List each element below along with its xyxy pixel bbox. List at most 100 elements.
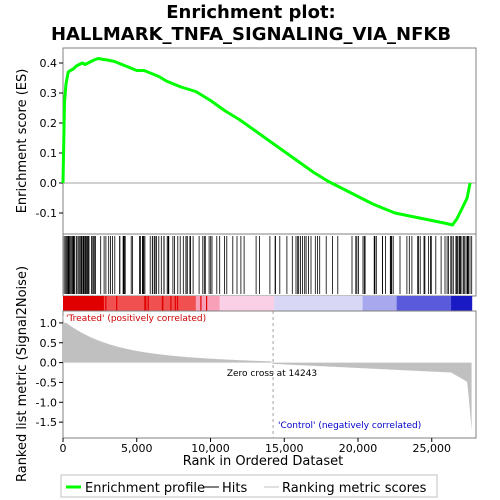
color-bar-segment bbox=[345, 296, 350, 311]
color-bar-segment bbox=[318, 296, 323, 311]
color-bar-segment bbox=[178, 296, 183, 311]
color-bar-segment bbox=[267, 296, 272, 311]
color-bar-segment bbox=[257, 296, 262, 311]
color-bar-segment bbox=[263, 296, 268, 311]
color-bar-segment bbox=[260, 296, 265, 311]
color-bar-segment bbox=[315, 296, 319, 311]
color-bar-segment bbox=[69, 296, 74, 311]
metric-y-tick-label: -1.5 bbox=[36, 416, 57, 429]
color-bar-segment bbox=[294, 296, 299, 311]
metric-y-axis-label: Ranked list metric (Signal2Noise) bbox=[15, 266, 30, 482]
color-bar-segment bbox=[403, 296, 408, 311]
color-bar-segment bbox=[90, 296, 95, 311]
color-bar-segment bbox=[93, 296, 98, 311]
legend-profile-label: Enrichment profile bbox=[85, 481, 205, 496]
color-bar-segment bbox=[362, 296, 367, 311]
color-bar-segment bbox=[253, 296, 258, 311]
color-bar-segment bbox=[154, 296, 159, 311]
color-bar-segment bbox=[131, 296, 136, 311]
color-bar-segment bbox=[355, 296, 360, 311]
color-bar-segment bbox=[406, 296, 411, 311]
color-bar-segment bbox=[417, 296, 422, 311]
color-bar-segment bbox=[206, 296, 210, 311]
color-bar-segment bbox=[423, 296, 428, 311]
color-bar-segment bbox=[304, 296, 309, 311]
es-y-tick-label: 0.4 bbox=[40, 57, 58, 70]
es-y-ticks: -0.1 0.0 0.1 0.2 0.3 0.4 bbox=[36, 57, 63, 220]
color-bar-segment bbox=[311, 296, 316, 311]
color-bar-segment bbox=[359, 296, 364, 311]
control-label: 'Control' (negatively correlated) bbox=[278, 421, 421, 431]
color-bar-segment bbox=[110, 296, 115, 311]
x-tick-label: 15,000 bbox=[265, 442, 304, 455]
color-bar-segment bbox=[297, 296, 302, 311]
color-bar-stripe bbox=[80, 296, 82, 311]
color-bar-segment bbox=[117, 296, 122, 311]
x-tick-label: 20,000 bbox=[339, 442, 378, 455]
color-bar-segment bbox=[161, 296, 166, 311]
color-bar-segment bbox=[451, 296, 456, 311]
color-bar-segment bbox=[454, 296, 459, 311]
color-bar-segment bbox=[379, 296, 384, 311]
x-tick-label: 0 bbox=[60, 442, 67, 455]
color-bar-stripe bbox=[170, 296, 172, 311]
color-bar-segment bbox=[236, 296, 241, 311]
color-bar-segment bbox=[66, 296, 71, 311]
es-y-tick-label: 0.2 bbox=[40, 117, 58, 130]
color-bar-segment bbox=[246, 296, 251, 311]
color-bar-segment bbox=[393, 296, 398, 311]
color-bar-stripe bbox=[147, 296, 149, 311]
rank-color-bar bbox=[63, 296, 473, 311]
color-bar-stripe bbox=[63, 296, 65, 311]
color-bar-segment bbox=[212, 296, 217, 311]
color-bar-segment bbox=[144, 296, 149, 311]
color-bar-segment bbox=[165, 296, 170, 311]
metric-y-tick-label: 0.0 bbox=[40, 357, 58, 370]
color-bar-segment bbox=[284, 296, 289, 311]
color-bar-segment bbox=[182, 296, 187, 311]
color-bar-segment bbox=[134, 296, 139, 311]
color-bar-segment bbox=[468, 296, 473, 311]
color-bar-segment bbox=[444, 296, 449, 311]
enrichment-profile-line bbox=[61, 57, 472, 227]
color-bar-segment bbox=[219, 296, 224, 311]
color-bar-segment bbox=[410, 296, 415, 311]
color-bar-segment bbox=[274, 296, 279, 311]
color-bar-segment bbox=[376, 296, 381, 311]
color-bar-segment bbox=[195, 296, 200, 311]
treated-label: 'Treated' (positively correlated) bbox=[66, 314, 206, 324]
color-bar-segment bbox=[192, 296, 197, 311]
color-bar-segment bbox=[277, 296, 282, 311]
color-bar-segment bbox=[464, 296, 469, 311]
color-bar-segment bbox=[420, 296, 425, 311]
color-bar-segment bbox=[440, 296, 445, 311]
color-bar-segment bbox=[291, 296, 296, 311]
color-bar-segment bbox=[434, 296, 439, 311]
color-bar-segment bbox=[189, 296, 193, 311]
color-bar-segment bbox=[226, 296, 231, 311]
x-tick-label: 5,000 bbox=[121, 442, 153, 455]
color-bar-stripe bbox=[116, 296, 118, 311]
metric-y-tick-label: 0.5 bbox=[40, 337, 58, 350]
color-bar-stripe bbox=[176, 296, 179, 311]
color-bar-segment bbox=[202, 296, 207, 311]
legend-box bbox=[60, 474, 438, 498]
legend-hits-label: Hits bbox=[222, 481, 247, 496]
color-bar-segment bbox=[120, 296, 125, 311]
metric-y-tick-label: 1.0 bbox=[40, 317, 58, 330]
color-bar-segment bbox=[335, 296, 340, 311]
color-bar-segment bbox=[148, 296, 153, 311]
color-bar-segment bbox=[270, 296, 275, 311]
color-bar-segment bbox=[63, 296, 67, 311]
x-axis-label: Rank in Ordered Dataset bbox=[183, 454, 344, 469]
color-bar-segment bbox=[250, 296, 255, 311]
color-bar-segment bbox=[325, 296, 330, 311]
color-bar-stripe bbox=[206, 296, 208, 311]
color-bar-segment bbox=[328, 296, 333, 311]
color-bar-segment bbox=[287, 296, 292, 311]
color-bar-stripe bbox=[174, 296, 176, 311]
color-bar-segment bbox=[151, 296, 156, 311]
color-bar-segment bbox=[223, 296, 227, 311]
color-bar-segment bbox=[185, 296, 190, 311]
